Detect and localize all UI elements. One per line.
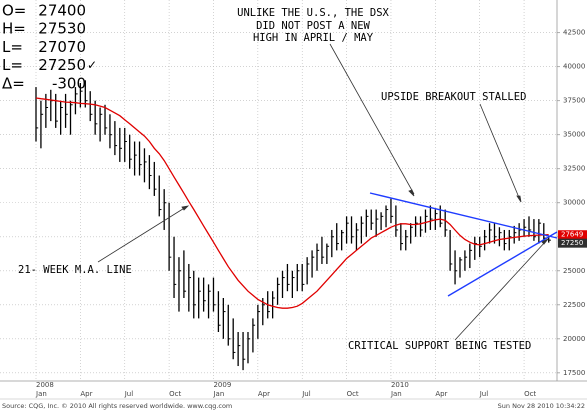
arrowhead <box>541 238 549 245</box>
x-tick-label: Jul <box>479 390 489 398</box>
y-tick-label: 42500 <box>563 29 585 37</box>
arrow <box>454 240 547 341</box>
y-tick-label: 22500 <box>563 301 585 309</box>
trendline-lower <box>447 231 558 297</box>
y-tick-label: 32500 <box>563 165 585 173</box>
arrowhead <box>516 195 522 203</box>
arrowhead <box>408 189 415 197</box>
x-tick-label: Apr <box>435 390 447 398</box>
x-tick-label: Jan <box>390 390 402 398</box>
x-tick-label: Apr <box>258 390 270 398</box>
arrow <box>479 103 521 201</box>
quote-label: O= <box>2 2 26 20</box>
year-label: 2008 <box>36 381 54 389</box>
arrow <box>329 43 415 195</box>
quote-value: -300 <box>52 74 86 92</box>
x-tick-label: Apr <box>80 390 92 398</box>
annotation: DID NOT POST A NEW <box>256 20 370 32</box>
annotation: HIGH IN APRIL / MAY <box>253 32 374 44</box>
annotation: UNLIKE THE U.S., THE DSX <box>237 7 389 19</box>
trendline-upper <box>369 192 558 239</box>
x-tick-label: Jul <box>124 390 134 398</box>
x-tick-label: Oct <box>347 390 359 398</box>
plot-layer <box>35 80 551 371</box>
footer-source: Source: CQG, Inc. © 2010 All rights rese… <box>2 402 232 410</box>
price-box <box>558 230 587 240</box>
year-label: 2009 <box>213 381 231 389</box>
x-tick-label: Jan <box>35 390 47 398</box>
quote-value: 27400 <box>38 2 86 20</box>
annotation: UPSIDE BREAKOUT STALLED <box>381 91 526 103</box>
footer-timestamp: Sun Nov 28 2010 10:34:22 <box>498 402 585 410</box>
y-tick-label: 30000 <box>563 199 585 207</box>
quote-value: 27070 <box>38 38 86 56</box>
x-tick-label: Jan <box>212 390 224 398</box>
x-tick-label: Oct <box>524 390 536 398</box>
y-tick-label: 25000 <box>563 267 585 275</box>
y-tick-label: 35000 <box>563 131 585 139</box>
price-box-label: 27649 <box>561 231 583 239</box>
price-box <box>558 238 587 248</box>
quote-label: Δ= <box>2 74 25 92</box>
quote-label: L= <box>2 56 23 74</box>
arrowhead <box>181 205 190 211</box>
moving-average-line <box>35 97 549 309</box>
quote-value: 27250 <box>38 56 86 74</box>
price-box-label: 27250 <box>561 239 583 247</box>
quote-label: H= <box>2 20 26 38</box>
quote-value: 27530 <box>38 20 86 38</box>
year-label: 2010 <box>391 381 409 389</box>
quote-flag: ✓ <box>87 58 97 72</box>
y-tick-label: 17500 <box>563 369 585 377</box>
quote-label: L= <box>2 38 23 56</box>
annotation: 21- WEEK M.A. LINE <box>18 264 132 276</box>
arrow <box>97 206 187 263</box>
y-tick-label: 20000 <box>563 335 585 343</box>
y-tick-label: 37500 <box>563 97 585 105</box>
x-tick-label: Jul <box>301 390 311 398</box>
annotation: CRITICAL SUPPORT BEING TESTED <box>348 340 531 352</box>
x-tick-label: Oct <box>169 390 181 398</box>
y-tick-label: 40000 <box>563 63 585 71</box>
grid-layer <box>0 0 557 381</box>
